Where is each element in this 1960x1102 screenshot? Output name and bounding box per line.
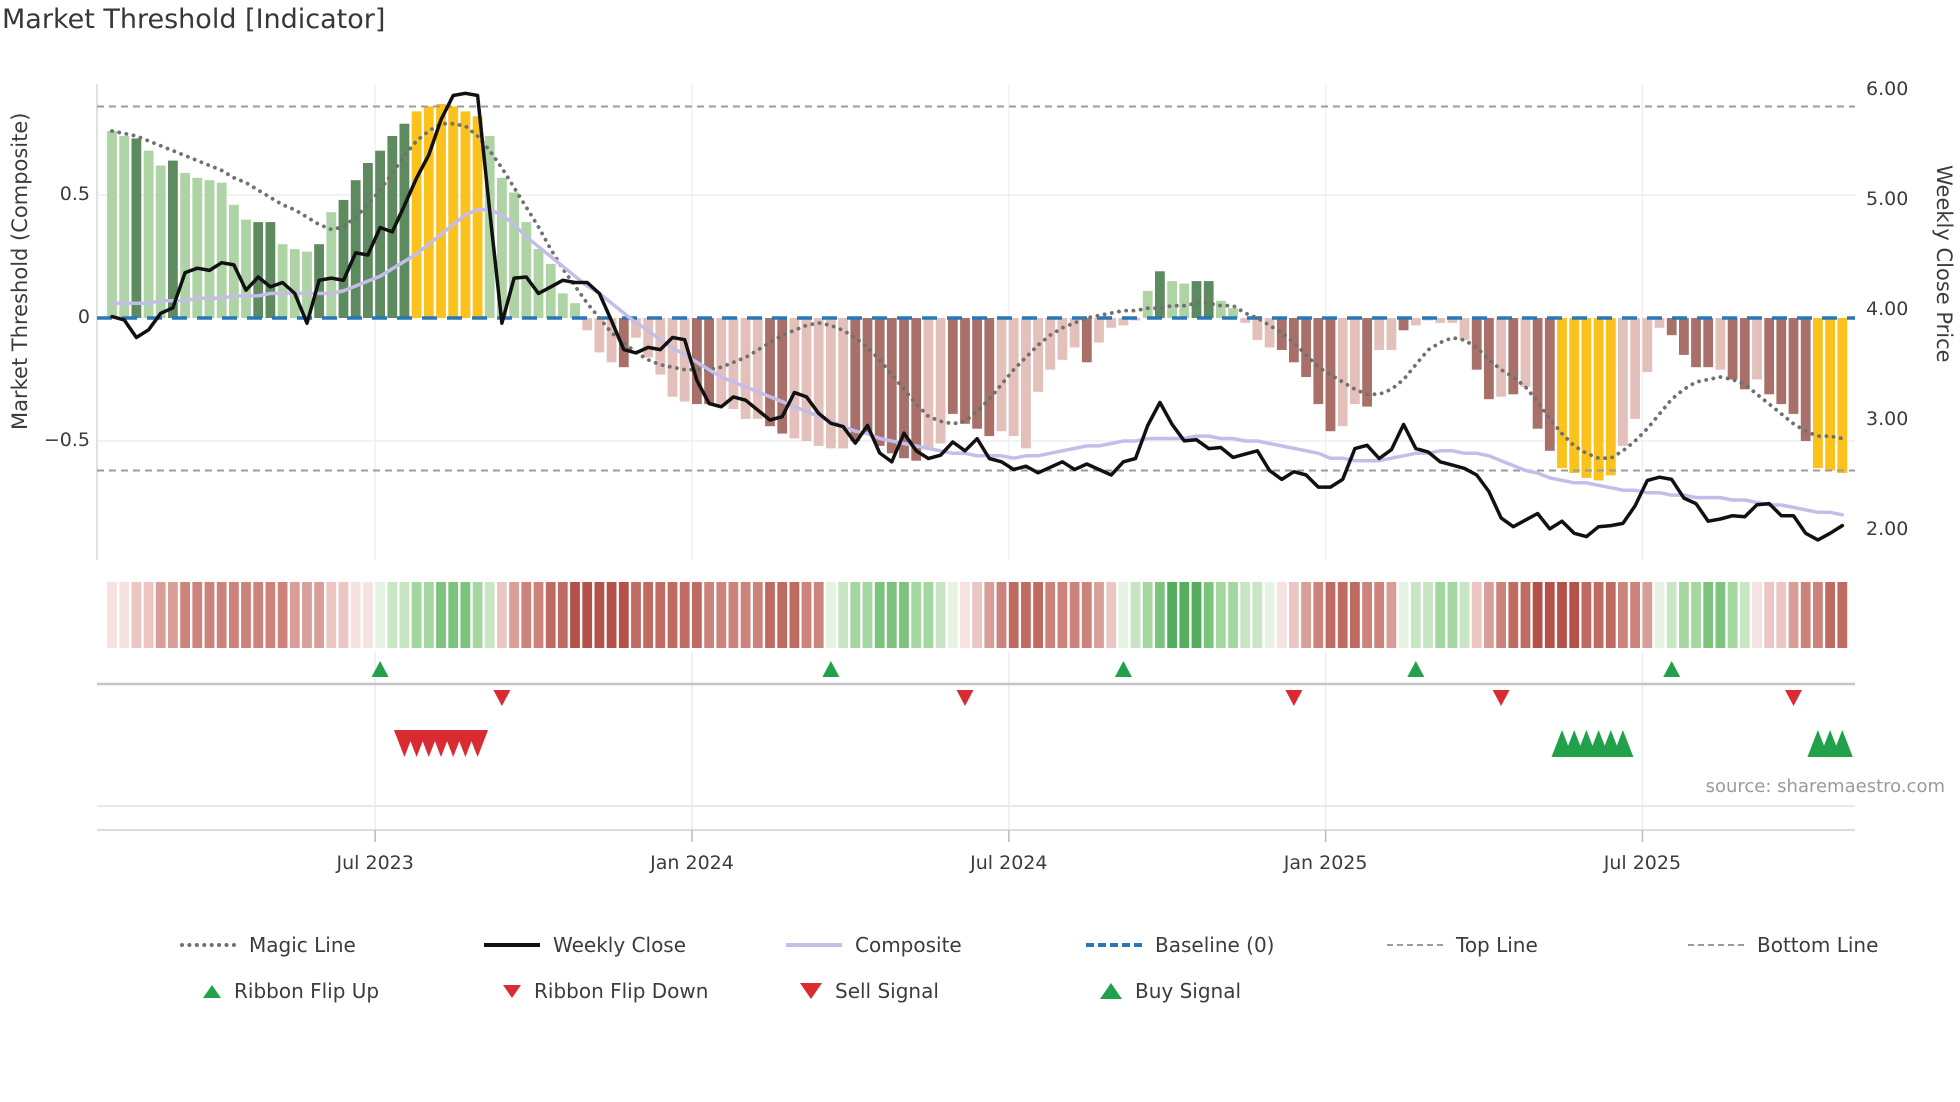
ribbon-flip-down-marker: [1785, 690, 1802, 706]
ribbon-flip-up-icon: [203, 984, 221, 998]
ribbon-flip-down-marker: [1492, 690, 1510, 706]
x-tick-jan-2024: Jan 2024: [650, 852, 734, 874]
x-tick-jan-2025: Jan 2025: [1283, 852, 1368, 874]
ribbon-flip-up-marker: [1114, 661, 1132, 677]
ribbon-flip-up-marker: [1407, 661, 1425, 677]
legend-weekly-close: Weekly Close: [484, 932, 686, 958]
legend-magic-line: Magic Line: [180, 932, 356, 958]
weekly-close-sample-icon: [484, 943, 540, 947]
x-axis: [97, 805, 1855, 842]
buy-signal-marker: [1612, 730, 1634, 757]
left-tick-0p5: 0.5: [59, 183, 90, 205]
left-axis-label: Market Threshold (Composite): [8, 112, 32, 431]
ribbon-flip-up-marker: [371, 661, 389, 677]
right-tick-4: 4.00: [1866, 298, 1909, 320]
baseline-sample-icon: [1086, 943, 1142, 947]
legend-composite: Composite: [786, 932, 962, 958]
ribbon-flip-down-marker: [493, 690, 511, 706]
right-tick-5: 5.00: [1866, 188, 1909, 210]
top-line-sample-icon: [1387, 944, 1443, 946]
sell-signal-marker: [467, 730, 489, 757]
ribbon-flip-down-marker: [956, 690, 974, 706]
buy-signal-icon: [1100, 983, 1122, 999]
magic-line-sample-icon: [180, 943, 236, 947]
legend-ribbon-flip-up: Ribbon Flip Up: [203, 978, 379, 1004]
ribbon-flip-down-icon: [503, 984, 521, 998]
right-tick-2: 2.00: [1866, 518, 1909, 540]
indicator-bars: [107, 104, 1848, 481]
legend-ribbon-flip-down: Ribbon Flip Down: [503, 978, 708, 1004]
right-tick-6: 6.00: [1866, 78, 1909, 100]
signal-panel: [97, 661, 1855, 757]
x-tick-jul-2024: Jul 2024: [970, 852, 1048, 874]
threshold-lines: [97, 105, 1855, 472]
legend-sell-signal: Sell Signal: [800, 978, 939, 1004]
source-note: source: sharemaestro.com: [1705, 776, 1945, 797]
legend-bottom-line: Bottom Line: [1688, 932, 1878, 958]
x-tick-jul-2023: Jul 2023: [336, 852, 414, 874]
buy-signal-marker: [1831, 730, 1853, 757]
legend-buy-signal: Buy Signal: [1100, 978, 1241, 1004]
right-tick-3: 3.00: [1866, 408, 1909, 430]
left-tick-m0p5: −0.5: [43, 429, 90, 451]
legend-baseline: Baseline (0): [1086, 932, 1274, 958]
ribbon-flip-down-marker: [1285, 690, 1303, 706]
composite-line: [110, 208, 1845, 517]
ribbon-flip-up-marker: [822, 661, 840, 677]
legend-top-line: Top Line: [1387, 932, 1538, 958]
sell-signal-icon: [800, 983, 822, 999]
ribbon-flip-up-marker: [1663, 661, 1681, 677]
magic-line: [110, 121, 1845, 461]
bottom-line-sample-icon: [1688, 944, 1744, 946]
x-tick-jul-2025: Jul 2025: [1603, 852, 1682, 874]
right-axis-label: Weekly Close Price: [1932, 165, 1956, 363]
composite-sample-icon: [786, 943, 842, 947]
weekly-close-line: [110, 91, 1845, 542]
trend-ribbon: [107, 582, 1848, 648]
page-title: Market Threshold [Indicator]: [2, 4, 386, 35]
left-tick-0: 0: [77, 306, 90, 328]
